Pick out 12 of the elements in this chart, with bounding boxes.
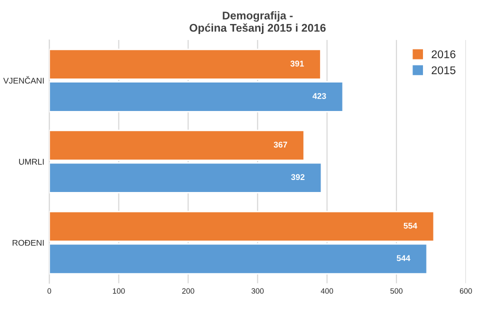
data-label: 392: [291, 174, 304, 180]
y-tick-label: VJENČANI: [3, 76, 44, 84]
data-label: 423: [312, 93, 326, 99]
data-label: 544: [396, 255, 410, 262]
chart-title: Demografija - Općina Tešanj 2015 i 2016: [190, 11, 326, 34]
y-tick-label: ROĐENI: [12, 240, 44, 246]
legend-label: 2016: [432, 50, 456, 58]
y-tick-label: UMRLI: [19, 158, 44, 165]
data-label: 554: [404, 222, 418, 229]
legend-label: 2015: [432, 66, 456, 74]
data-label: 391: [290, 60, 304, 67]
data-label: 367: [274, 142, 288, 148]
